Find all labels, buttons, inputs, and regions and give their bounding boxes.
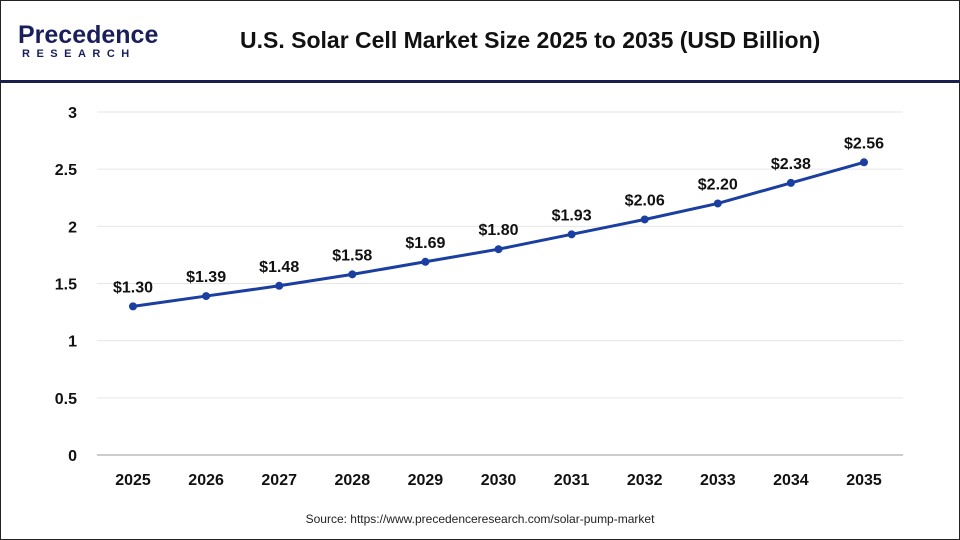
y-tick-label: 3: [68, 105, 77, 122]
x-tick-label: 2033: [700, 472, 736, 489]
logo: Precedence RESEARCH: [18, 22, 158, 60]
y-tick-label: 2.5: [55, 162, 77, 179]
data-label: $1.58: [332, 247, 372, 264]
logo-subtitle: RESEARCH: [22, 48, 136, 60]
data-label: $2.56: [844, 135, 884, 152]
x-tick-label: 2025: [115, 472, 151, 489]
x-tick-label: 2031: [554, 472, 590, 489]
chart-title: U.S. Solar Cell Market Size 2025 to 2035…: [240, 27, 821, 53]
data-point: [202, 292, 211, 301]
logo-wordmark: Precedence: [18, 21, 159, 49]
y-tick-label: 0.5: [55, 391, 77, 408]
x-tick-label: 2028: [335, 472, 371, 489]
data-label: $1.48: [259, 259, 299, 276]
data-point: [786, 178, 795, 187]
data-point: [421, 257, 430, 266]
data-point: [494, 245, 503, 254]
data-label: $1.69: [405, 235, 445, 252]
data-label: $2.06: [625, 192, 665, 209]
data-label: $1.39: [186, 269, 226, 286]
data-label: $1.93: [552, 207, 592, 224]
x-tick-label: 2034: [773, 472, 809, 489]
header: Precedence RESEARCH U.S. Solar Cell Mark…: [0, 0, 960, 83]
data-label: $2.38: [771, 156, 811, 173]
x-tick-label: 2032: [627, 472, 663, 489]
data-label: $1.30: [113, 279, 153, 296]
data-point: [567, 230, 576, 239]
x-tick-label: 2027: [261, 472, 297, 489]
data-point: [713, 199, 722, 208]
data-label: $1.80: [478, 222, 518, 239]
data-point: [275, 281, 284, 290]
x-tick-label: 2030: [481, 472, 517, 489]
y-tick-label: 1.5: [55, 277, 77, 294]
data-label: $2.20: [698, 176, 738, 193]
x-tick-label: 2035: [846, 472, 882, 489]
y-tick-label: 2: [68, 219, 77, 236]
y-tick-label: 1: [68, 334, 77, 351]
data-point: [640, 215, 649, 224]
source-note: Source: https://www.precedenceresearch.c…: [305, 512, 655, 526]
data-point: [348, 270, 357, 279]
y-tick-label: 0: [68, 448, 77, 465]
x-tick-label: 2029: [408, 472, 444, 489]
data-point: [860, 158, 868, 167]
x-tick-label: 2026: [188, 472, 224, 489]
data-point: [129, 302, 137, 311]
